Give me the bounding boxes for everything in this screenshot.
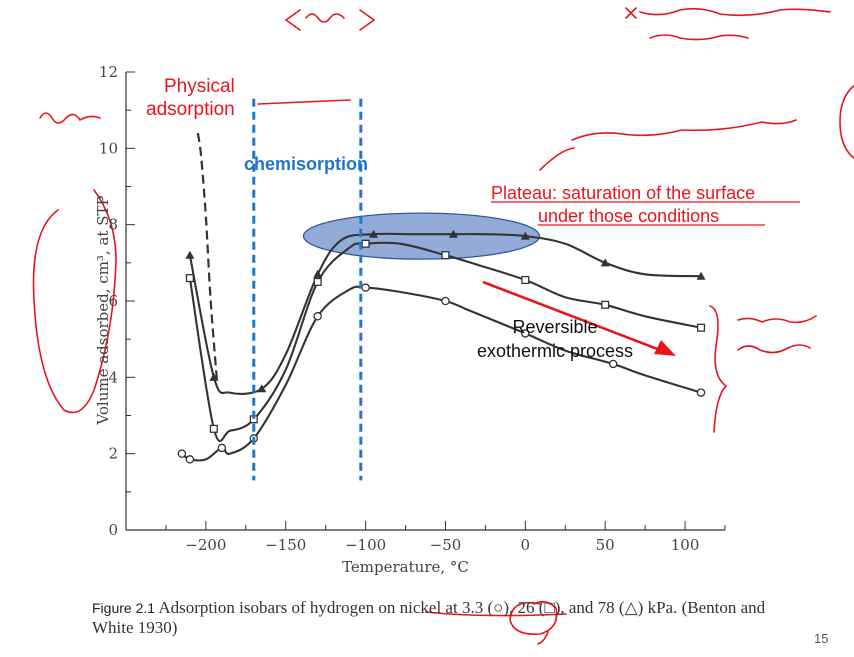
square-marker <box>185 274 194 283</box>
x-tick-label: −50 <box>430 536 462 554</box>
triangle-marker <box>448 229 458 238</box>
circle-marker <box>217 443 227 453</box>
circle-marker <box>696 388 706 397</box>
x-tick-label: −150 <box>265 536 306 554</box>
x-tick-label: 100 <box>671 536 700 554</box>
y-tick-label: 2 <box>108 445 118 463</box>
y-axis-label: Volume adsorbed, cm³, at STP <box>94 195 112 425</box>
x-tick-label: −200 <box>185 536 226 554</box>
triangle-marker <box>185 250 195 259</box>
circle-marker <box>521 329 530 338</box>
figure-label: Figure 2.1 <box>92 600 156 616</box>
figure-caption: Figure 2.1 Adsorption isobars of hydroge… <box>92 598 792 638</box>
dashed-physical-curve <box>196 132 219 382</box>
circle-marker <box>441 296 450 306</box>
circle-marker <box>185 455 195 464</box>
trend-arrow-shaft <box>482 280 661 352</box>
reversible-label: exothermic process <box>477 341 633 361</box>
isobar-curves <box>177 132 706 464</box>
circle-marker <box>361 283 370 292</box>
handwritten-notes <box>32 7 854 645</box>
caption-text: Adsorption isobars of hydrogen on nickel… <box>92 598 766 637</box>
square-marker <box>601 300 610 309</box>
y-tick-label: 4 <box>108 368 118 386</box>
square-marker <box>696 323 706 332</box>
x-tick-label: 0 <box>521 536 531 554</box>
square-marker <box>361 239 370 248</box>
circle-marker <box>313 312 322 321</box>
x-tick-label: 50 <box>596 536 615 554</box>
square-marker <box>441 251 450 260</box>
triangle-marker <box>257 384 267 393</box>
physical-adsorption-label: adsorption <box>146 99 235 120</box>
axes: −200 −150 −100 −50 0 50 100 0 2 4 6 8 10 12 Temperatur… <box>94 63 726 576</box>
isobar-line-circle <box>181 285 702 462</box>
square-marker <box>313 277 322 286</box>
triangle-marker <box>520 231 530 240</box>
plateau-ellipse <box>302 212 541 260</box>
physical-adsorption-label: Physical <box>164 76 235 97</box>
circle-marker <box>177 449 187 458</box>
triangle-marker <box>209 372 219 381</box>
y-tick-label: 0 <box>108 521 118 539</box>
triangle-marker <box>369 229 379 238</box>
y-tick-label: 12 <box>99 63 118 81</box>
trend-arrow-head <box>654 340 676 356</box>
triangle-marker <box>600 258 610 267</box>
plateau-label: under those conditions <box>538 206 719 226</box>
y-tick-label: 10 <box>99 139 118 157</box>
isobar-line-triangle <box>188 232 702 395</box>
square-marker <box>521 275 530 285</box>
page-number: 15 <box>814 631 829 646</box>
triangle-marker <box>696 271 706 280</box>
square-marker <box>209 424 218 433</box>
circle-marker <box>608 359 618 369</box>
x-axis-label: Temperature, °C <box>342 558 469 576</box>
y-tick-label: 6 <box>108 292 118 310</box>
triangle-marker <box>313 269 323 278</box>
chemisorption-label: chemisorption <box>244 154 368 174</box>
plateau-label: Plateau: saturation of the surface <box>491 183 755 203</box>
y-tick-label: 8 <box>108 216 118 234</box>
x-tick-label: −100 <box>345 536 386 554</box>
reversible-label: Reversible <box>512 317 597 337</box>
